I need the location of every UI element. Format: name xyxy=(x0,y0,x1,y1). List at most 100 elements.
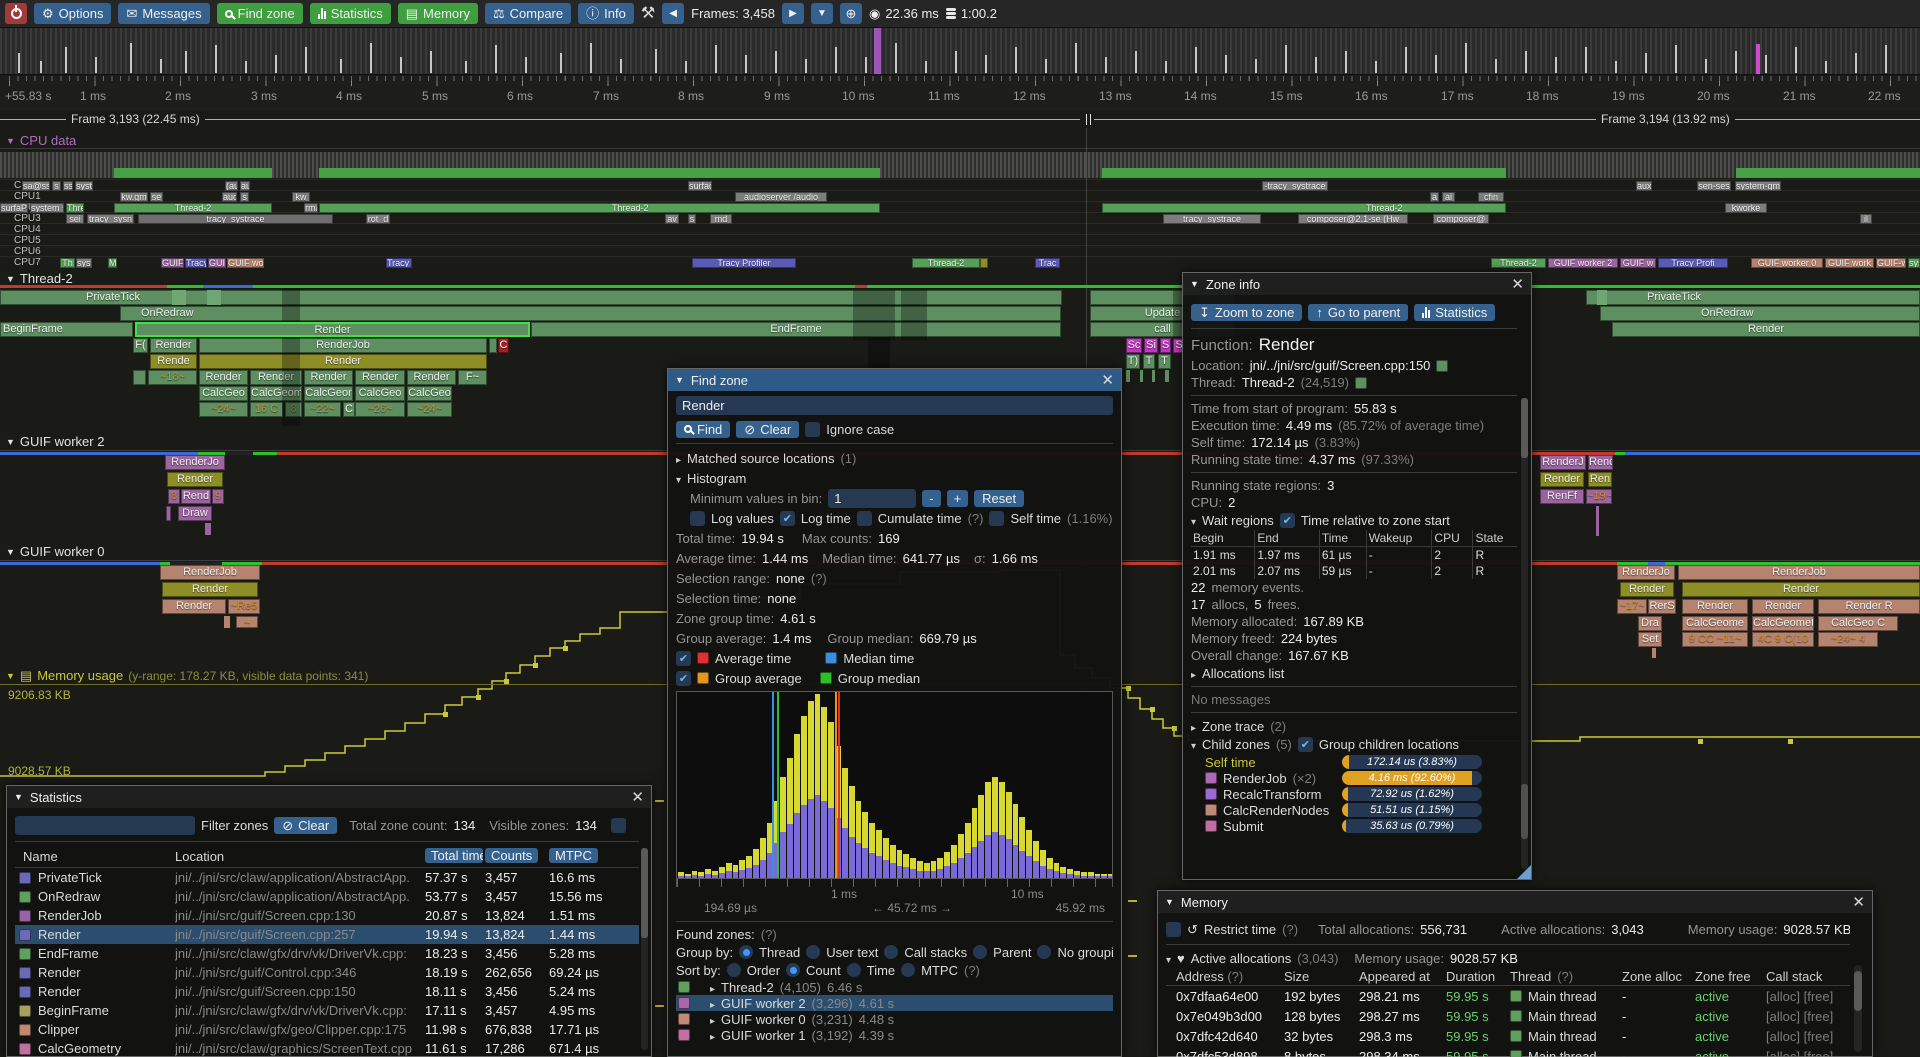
col-address[interactable]: Address xyxy=(1176,969,1224,984)
avg-time-line-checkbox[interactable]: ✔ xyxy=(676,650,691,666)
found-zone-group-row[interactable]: GUIF worker 0 (3,231) 4.48 s xyxy=(676,1011,1113,1027)
log-time-checkbox[interactable]: ✔ xyxy=(779,510,795,526)
expander-icon[interactable] xyxy=(710,996,715,1011)
table-row[interactable]: 0x7dfaa64e00 192 bytes 298.21 ms 59.95 s… xyxy=(1166,986,1850,1006)
free-callstack-link[interactable]: [free] xyxy=(1803,988,1834,1004)
close-icon[interactable]: ✕ xyxy=(631,789,644,806)
table-row[interactable]: RenderJob jni/../jni/src/guif/Screen.cpp… xyxy=(15,906,639,925)
close-icon[interactable]: ✕ xyxy=(1101,372,1114,389)
col-name[interactable]: Name xyxy=(23,849,58,864)
wait-region-row[interactable]: 2.01 ms 2.07 ms 59 µs -2 R xyxy=(1191,563,1517,579)
group-children-checkbox[interactable]: ✔ xyxy=(1297,737,1313,752)
frame-label[interactable]: Frame 3,194 (13.92 ms) xyxy=(1596,112,1735,126)
col-zone-alloc[interactable]: Zone alloc xyxy=(1622,969,1682,984)
expander-icon[interactable] xyxy=(1166,951,1171,966)
expander-icon[interactable] xyxy=(1191,513,1196,528)
increment-button[interactable]: + xyxy=(946,489,969,507)
col-mtpc[interactable]: MTPC xyxy=(549,847,598,863)
self-time-row[interactable]: Self time 172.14 us (3.83%) xyxy=(1191,754,1517,770)
table-row[interactable]: EndFrame jni/../jni/src/claw/gfx/drv/vk/… xyxy=(15,944,639,963)
ignore-case-checkbox[interactable] xyxy=(805,421,821,437)
table-row[interactable]: Render jni/../jni/src/guif/Screen.cpp:15… xyxy=(15,982,639,1001)
table-row[interactable]: 0x7e049b3d00 128 bytes 298.27 ms 59.95 s… xyxy=(1166,1006,1850,1026)
clear-button[interactable]: ⊘ Clear xyxy=(736,420,800,438)
find-zone-window[interactable]: ▼ Find zone ✕ Render Find ⊘ Clear Ignore … xyxy=(667,368,1122,1057)
expander-icon[interactable] xyxy=(1191,719,1196,734)
wait-region-row[interactable]: 1.91 ms 1.97 ms 61 µs -2 R xyxy=(1191,546,1517,563)
min-bin-input[interactable]: 1 xyxy=(828,488,917,508)
free-callstack-link[interactable]: [free] xyxy=(1803,1008,1834,1024)
radio-order[interactable] xyxy=(726,963,741,977)
memory-usage-header[interactable]: ▼ ▤ Memory usage (y-range: 178.27 KB, visib… xyxy=(6,668,369,683)
find-zone-titlebar[interactable]: ▼ Find zone ✕ xyxy=(668,369,1121,391)
found-zone-group-row[interactable]: GUIF worker 2 (3,296) 4.61 s xyxy=(676,995,1113,1011)
radio-user-text[interactable] xyxy=(806,945,821,959)
alloc-callstack-link[interactable]: [alloc] xyxy=(1766,988,1800,1004)
table-row[interactable]: CalcGeometry jni/../jni/src/claw/graphic… xyxy=(15,1039,639,1057)
frame-bands[interactable]: Frame 3,193 (22.45 ms) Frame 3,194 (13.9… xyxy=(0,111,1920,128)
alloc-callstack-link[interactable]: [alloc] xyxy=(1766,1048,1800,1057)
restrict-time-checkbox[interactable] xyxy=(1166,921,1181,937)
zone-info-titlebar[interactable]: ▼ Zone info ✕ xyxy=(1183,273,1531,295)
group-avg-line-checkbox[interactable]: ✔ xyxy=(676,670,691,686)
col-appeared-at[interactable]: Appeared at xyxy=(1359,969,1430,984)
alloc-callstack-link[interactable]: [alloc] xyxy=(1766,1028,1800,1044)
collapse-icon[interactable]: ▼ xyxy=(14,792,23,802)
scrollbar[interactable] xyxy=(1521,398,1528,869)
frame-dropdown-button[interactable]: ▼ xyxy=(810,3,833,24)
scrollbar[interactable] xyxy=(641,848,648,1050)
radio-count[interactable] xyxy=(786,963,801,977)
memory-button[interactable]: ▤ Memory xyxy=(397,3,478,24)
guif-worker0-header[interactable]: ▼ GUIF worker 0 xyxy=(6,544,105,559)
col-duration[interactable]: Duration xyxy=(1446,969,1496,984)
col-call-stack[interactable]: Call stack xyxy=(1766,969,1823,984)
compare-button[interactable]: ⚖ Compare xyxy=(484,3,572,24)
table-row[interactable]: Clipper jni/../jni/src/claw/gfx/geo/Clip… xyxy=(15,1020,639,1039)
statistics-window[interactable]: ▼ Statistics ✕ Filter zones ⊘ Clear Total… xyxy=(6,785,652,1057)
found-zone-group-row[interactable]: Thread-2 (4,105) 6.46 s xyxy=(676,979,1113,995)
zoom-to-zone-button[interactable]: ↧ Zoom to zone xyxy=(1191,303,1303,321)
prev-frame-button[interactable]: ◀ xyxy=(662,3,685,24)
thread2-header[interactable]: ▼ Thread-2 xyxy=(6,271,73,286)
next-frame-button[interactable]: ▶ xyxy=(781,3,804,24)
col-zone-free[interactable]: Zone free xyxy=(1695,969,1751,984)
child-zone-row[interactable]: RenderJob (×2) 4.16 ms (92.60%) xyxy=(1191,770,1517,786)
child-zone-row[interactable]: CalcRenderNodes 51.51 us (1.15%) xyxy=(1191,802,1517,818)
go-to-parent-button[interactable]: ↑ Go to parent xyxy=(1308,303,1409,321)
expander-icon[interactable] xyxy=(710,980,715,995)
expander-icon[interactable] xyxy=(710,1028,715,1043)
log-values-checkbox[interactable] xyxy=(690,510,705,526)
table-row[interactable]: Render jni/../jni/src/guif/Screen.cpp:25… xyxy=(15,925,639,944)
collapse-icon[interactable]: ▼ xyxy=(1165,897,1174,907)
reset-button[interactable]: Reset xyxy=(974,489,1025,507)
find-zone-histogram[interactable] xyxy=(676,691,1113,879)
table-row[interactable]: 0x7dfc53d898 8 bytes 298.34 ms 59.95 s M… xyxy=(1166,1046,1850,1057)
expander-icon[interactable] xyxy=(710,1012,715,1027)
close-icon[interactable]: ✕ xyxy=(1511,276,1524,293)
child-zone-row[interactable]: RecalcTransform 72.92 us (1.62%) xyxy=(1191,786,1517,802)
statistics-titlebar[interactable]: ▼ Statistics ✕ xyxy=(7,786,651,808)
options-button[interactable]: ⚙ Options xyxy=(34,3,112,24)
tools-icon[interactable]: ⚒ xyxy=(640,4,656,22)
col-location[interactable]: Location xyxy=(175,849,225,864)
find-zone-button[interactable]: Find zone xyxy=(216,3,303,24)
table-row[interactable]: 0x7dfc42d640 32 bytes 298.3 ms 59.95 s M… xyxy=(1166,1026,1850,1046)
radio-parent[interactable] xyxy=(973,945,988,959)
col-total-time[interactable]: Total time xyxy=(425,847,483,863)
radio-time[interactable] xyxy=(846,963,861,977)
zone-info-window[interactable]: ▼ Zone info ✕ ↧ Zoom to zone ↑ Go to paren… xyxy=(1182,272,1532,880)
memory-window[interactable]: ▼ Memory ✕ ↺ Restrict time (?) Total allo… xyxy=(1157,890,1873,1057)
time-ruler[interactable]: +55.83 s 1 ms 2 ms 3 ms 4 ms 5 ms 6 ms 7 ms 8 ms… xyxy=(0,76,1920,111)
table-row[interactable]: OnRedraw jni/../jni/src/claw/application… xyxy=(15,887,639,906)
radio-thread[interactable] xyxy=(739,945,754,959)
info-button[interactable]: ⓘ Info xyxy=(578,3,634,24)
expander-icon[interactable] xyxy=(676,451,681,466)
found-zone-group-row[interactable]: GUIF worker 1 (3,192) 4.39 s xyxy=(676,1027,1113,1043)
zone-statistics-button[interactable]: Statistics xyxy=(1414,303,1496,321)
clipped-checkbox[interactable] xyxy=(610,817,626,833)
col-counts[interactable]: Counts xyxy=(485,847,539,863)
self-time-checkbox[interactable] xyxy=(989,510,1005,526)
filter-zones-input[interactable] xyxy=(15,815,195,835)
expander-icon[interactable] xyxy=(676,471,681,486)
radio-call-stacks[interactable] xyxy=(884,945,899,959)
